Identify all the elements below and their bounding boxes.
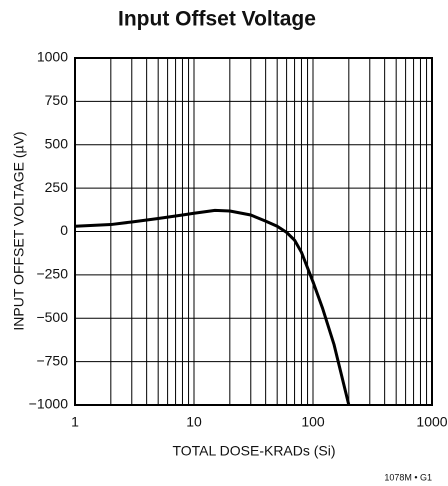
y-tick-label: 0	[60, 222, 68, 238]
figure-note: 1078M • G1	[384, 472, 432, 482]
y-tick-label: 250	[45, 179, 69, 195]
y-tick-label: 750	[45, 92, 69, 108]
x-tick-label: 1000	[416, 414, 447, 430]
x-tick-label: 1	[71, 414, 79, 430]
y-tick-label: −1000	[29, 396, 69, 412]
y-axis-label: INPUT OFFSET VOLTAGE (µV)	[11, 131, 27, 330]
y-tick-label: 500	[45, 135, 69, 151]
y-tick-label: −500	[36, 309, 68, 325]
x-axis-label: TOTAL DOSE-KRADs (Si)	[172, 443, 335, 459]
y-tick-label: −750	[36, 352, 68, 368]
x-tick-label: 100	[301, 414, 325, 430]
data-line	[74, 208, 351, 406]
chart-title: Input Offset Voltage	[118, 8, 316, 31]
x-tick-label: 10	[186, 414, 202, 430]
y-tick-label: 1000	[37, 49, 68, 65]
plot-frame	[74, 57, 433, 406]
y-tick-label: −250	[36, 266, 68, 282]
